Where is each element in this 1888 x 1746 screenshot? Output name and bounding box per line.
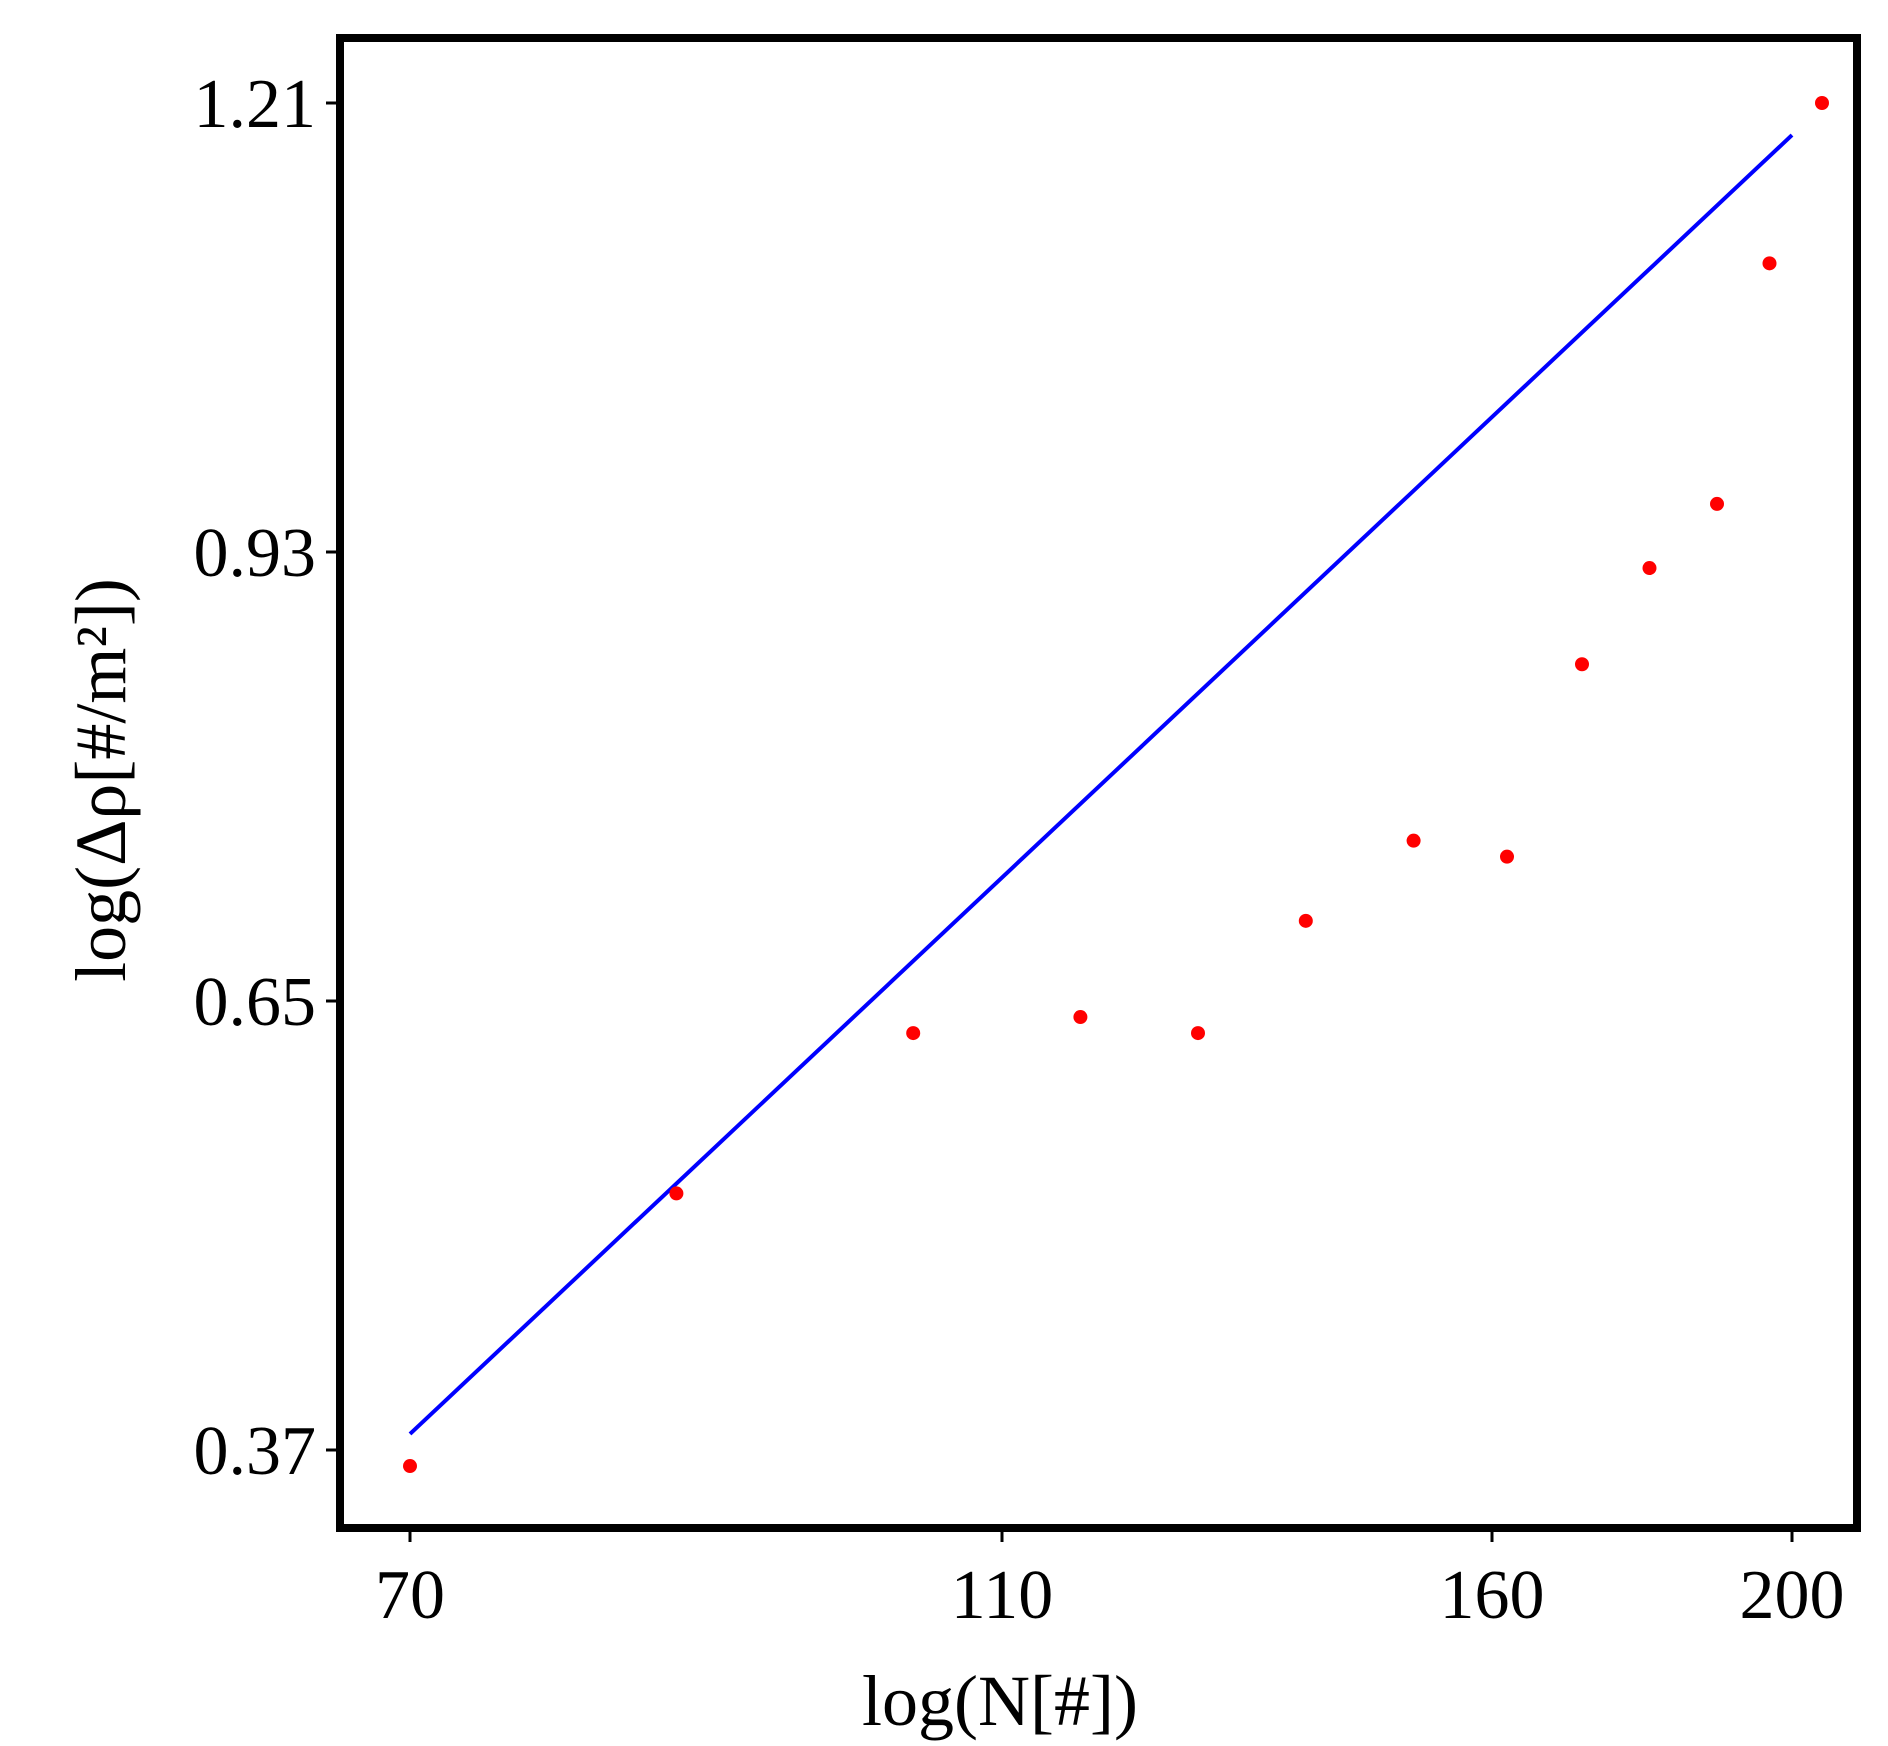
data-point <box>403 1459 417 1474</box>
x-axis-label: log(N[#]) <box>862 1661 1138 1741</box>
data-point <box>1073 1010 1088 1025</box>
x-tick-label: 200 <box>1740 1557 1845 1634</box>
data-point <box>1500 849 1514 864</box>
data-point <box>669 1186 684 1201</box>
y-tick-label: 0.37 <box>194 1413 317 1490</box>
x-tick-label: 70 <box>375 1557 445 1634</box>
plot-frame <box>336 34 1861 1532</box>
y-axis-label: log(Δρ[#/m²]) <box>61 578 141 982</box>
y-tick-label: 0.65 <box>194 964 317 1041</box>
data-point <box>1298 913 1313 928</box>
fit-line-layer <box>408 133 1794 1436</box>
data-point <box>1406 833 1421 848</box>
data-points-layer <box>403 96 1829 1474</box>
data-point <box>1191 1026 1205 1041</box>
data-point <box>1710 496 1724 511</box>
data-point <box>1575 657 1589 672</box>
data-point <box>1815 96 1829 110</box>
data-point <box>1642 561 1657 576</box>
x-axis-ticks: 70 110 160 200 <box>375 1528 1845 1634</box>
x-tick-label: 110 <box>951 1557 1053 1634</box>
data-point <box>906 1026 921 1041</box>
y-axis-ticks: 0.37 0.65 0.93 1.21 <box>194 66 340 1490</box>
fit-line <box>408 133 1794 1436</box>
data-point <box>1762 256 1777 271</box>
y-tick-label: 1.21 <box>194 66 317 143</box>
y-tick-label: 0.93 <box>194 515 317 592</box>
x-tick-label: 160 <box>1440 1557 1545 1634</box>
